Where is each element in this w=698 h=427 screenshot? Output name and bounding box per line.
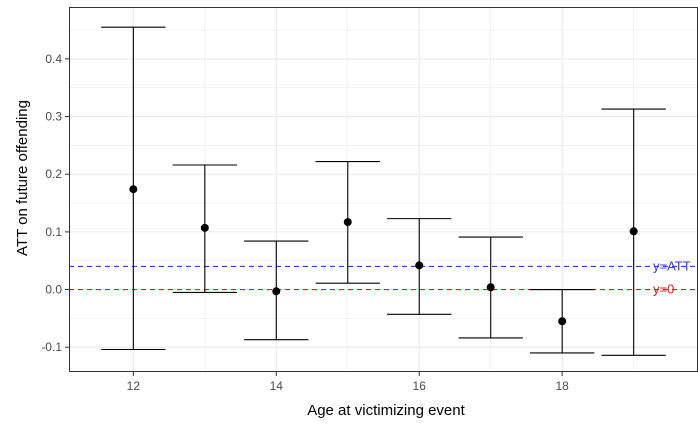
reference-lines: y=ATT y=0	[69, 258, 698, 297]
error-bars	[101, 26, 666, 356]
x-axis-ticks: 12 14 16 18	[127, 372, 570, 393]
x-tick-label: 14	[270, 379, 284, 393]
point-estimate	[486, 283, 495, 292]
x-tick-label: 12	[127, 379, 141, 393]
y-tick-label: 0.4	[45, 52, 62, 66]
x-tick-label: 18	[556, 379, 570, 393]
panel-border	[69, 7, 698, 372]
y-tick-label: 0.0	[45, 283, 62, 297]
point-estimate	[558, 317, 567, 326]
y-axis-ticks: -0.1 0.0 0.1 0.2 0.3 0.4	[41, 52, 69, 354]
point-estimate	[343, 218, 352, 227]
point-estimate	[415, 261, 424, 270]
point-estimate	[129, 185, 138, 194]
y-tick-label: 0.3	[45, 110, 62, 124]
point-estimates	[129, 185, 638, 326]
point-estimate	[200, 223, 209, 232]
x-axis-label: Age at victimizing event	[307, 402, 465, 419]
y-tick-label: -0.1	[41, 340, 62, 354]
y-tick-label: 0.2	[45, 167, 62, 181]
grid-lines	[69, 7, 698, 372]
x-tick-label: 16	[413, 379, 427, 393]
point-estimate	[629, 227, 638, 236]
point-estimate	[272, 287, 281, 296]
reference-line-label: y=ATT	[653, 258, 691, 273]
y-tick-label: 0.1	[45, 225, 62, 239]
y-axis-label: ATT on future offending	[14, 100, 31, 256]
reference-line-label: y=0	[653, 282, 674, 297]
